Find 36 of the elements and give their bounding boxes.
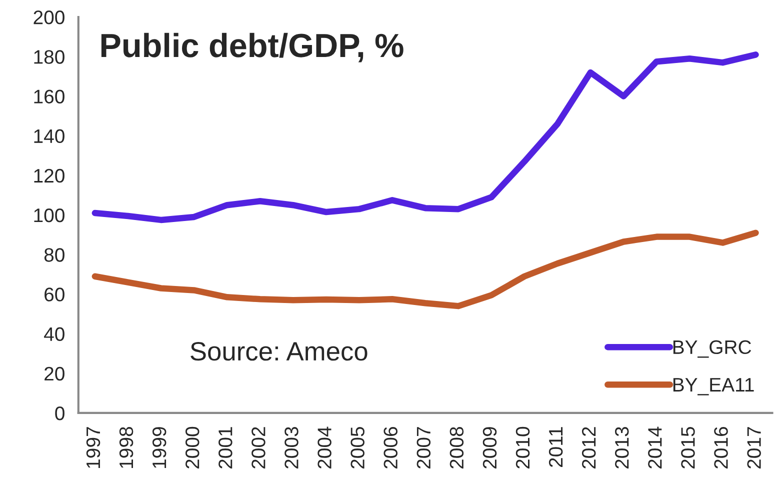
x-tick-label: 2008 [450, 427, 464, 468]
x-tick-label: 2014 [648, 426, 662, 468]
x-tick-label: 2004 [318, 426, 332, 468]
y-tick-label: 160 [34, 90, 64, 104]
y-tick-label: 40 [44, 327, 64, 342]
x-tick-label: 2016 [714, 427, 728, 468]
y-tick-label: 200 [34, 10, 64, 24]
legend-label: BY_GRC [673, 340, 752, 358]
chart-title: Public debt/GDP, % [101, 32, 404, 62]
y-tick-label: 180 [34, 50, 64, 64]
annotation: Source: Ameco [190, 342, 368, 361]
x-tick-label: 1999 [152, 427, 166, 468]
x-tick-label: 2010 [516, 426, 530, 468]
x-tick-label: 2005 [350, 426, 364, 468]
x-tick-label: 1998 [119, 427, 134, 468]
legend-label: BY_EA11 [673, 378, 754, 396]
y-tick-label: 120 [34, 168, 64, 183]
y-tick-label: 100 [34, 208, 64, 222]
y-tick-label: 140 [34, 129, 64, 144]
x-tick-label: 2000 [185, 426, 200, 468]
x-tick-label: 2001 [218, 427, 232, 468]
x-tick-label: 1997 [86, 427, 100, 468]
x-tick-label: 2017 [747, 427, 761, 468]
y-tick-label: 80 [44, 248, 64, 262]
x-tick-label: 2003 [284, 427, 298, 468]
y-tick-label: 60 [44, 288, 64, 302]
y-tick-label: 0 [55, 406, 64, 420]
x-tick-label: 2009 [482, 427, 497, 468]
x-tick-label: 2002 [252, 427, 266, 468]
x-tick-label: 2011 [548, 427, 563, 468]
y-tick-label: 20 [44, 366, 64, 381]
x-tick-label: 2013 [615, 427, 629, 468]
x-tick-label: 2015 [681, 426, 695, 468]
x-tick-label: 2012 [582, 427, 596, 468]
x-tick-label: 2007 [416, 427, 431, 468]
x-tick-label: 2006 [384, 427, 398, 468]
